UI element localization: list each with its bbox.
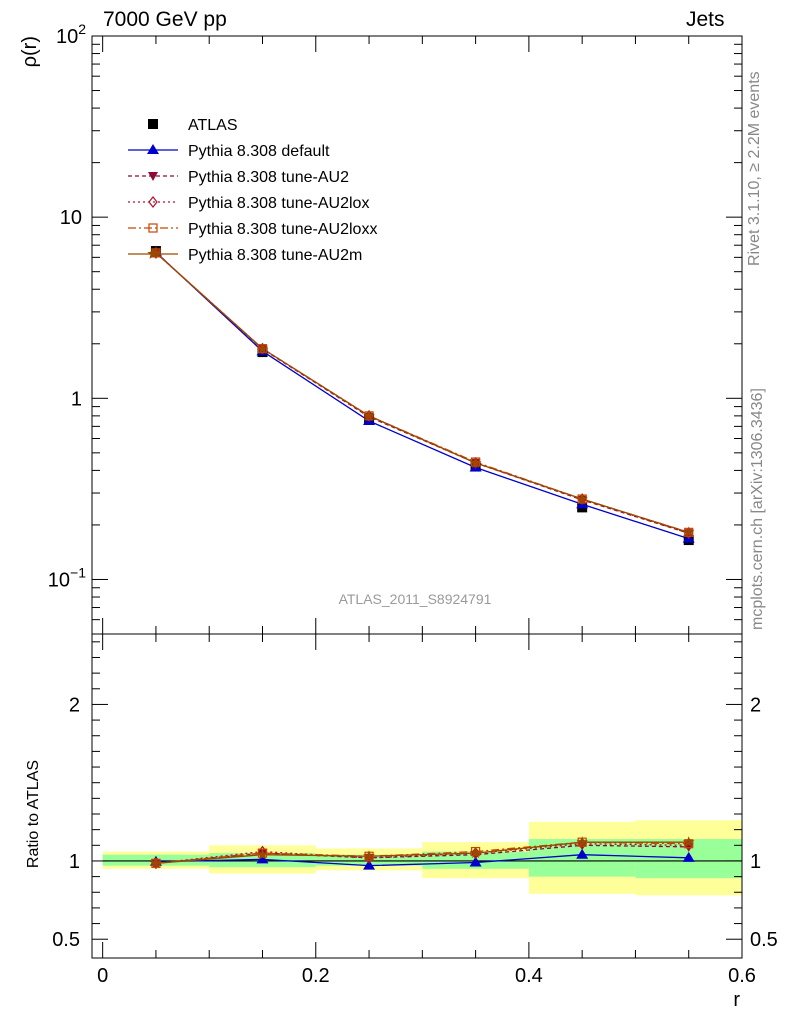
mc-point — [363, 409, 375, 421]
ratio-point — [256, 853, 269, 864]
series-line — [155, 252, 689, 533]
ratio-y-label: 0.5 — [52, 929, 80, 951]
ratio-point — [576, 848, 589, 859]
ratio-series-line — [155, 854, 689, 867]
legend-marker — [148, 172, 158, 181]
legend-label: Pythia 8.308 tune-AU2loxx — [188, 221, 377, 238]
legend-marker — [147, 248, 159, 259]
legend-label: Pythia 8.308 default — [188, 143, 330, 160]
header-left: 7000 GeV pp — [103, 8, 227, 31]
legend-marker — [147, 144, 159, 154]
ratio-point — [469, 856, 482, 867]
legend-marker — [148, 196, 158, 208]
ratio-y-label-right: 2 — [750, 694, 761, 716]
legend-label: Pythia 8.308 tune-AU2 — [188, 169, 349, 186]
y-tick-label: 1 — [71, 388, 82, 410]
ratio-point — [150, 857, 162, 869]
y-tick-label: 102 — [56, 21, 86, 48]
x-tick-label: 0.4 — [515, 965, 543, 987]
legend: ATLAS Pythia 8.308 default Pythia 8.308 tu… — [128, 117, 377, 264]
ratio-point — [682, 851, 695, 862]
y-tick-label: 10 — [60, 207, 82, 229]
ratio-y-label: 1 — [69, 851, 80, 873]
ratio-point — [363, 859, 376, 870]
ratio-point — [683, 836, 695, 847]
ratio-series-line — [155, 841, 689, 864]
legend-label: ATLAS — [188, 117, 238, 134]
legend-label: Pythia 8.308 tune-AU2m — [188, 247, 362, 264]
ratio-series-line — [155, 844, 689, 864]
x-tick-label: 0 — [97, 965, 108, 987]
series-line — [155, 251, 689, 540]
y-axis-label: ρ(r) — [19, 36, 41, 67]
mc-point — [469, 456, 482, 468]
ratio-frame — [91, 633, 743, 959]
series-line — [155, 252, 689, 534]
analysis-tag: ATLAS_2011_S8924791 — [339, 591, 492, 607]
mc-point — [576, 493, 588, 504]
ratio-point — [363, 850, 375, 862]
y-tick-label: 10−1 — [48, 564, 86, 591]
mc-point — [256, 342, 269, 354]
series-line — [155, 252, 689, 534]
ratio-y-axis-label: Ratio to ATLAS — [25, 760, 42, 868]
ratio-point — [256, 848, 269, 860]
ratio-point — [469, 847, 482, 858]
legend-label: Pythia 8.308 tune-AU2lox — [188, 195, 369, 212]
ratio-y-label-right: 1 — [750, 851, 761, 873]
ratio-panel: 0.5 0.5 1 1 2 2 0 0.2 0.4 0.6r Ratio to ATLAS — [25, 633, 778, 1011]
main-panel: 102 10 1 10−1 ρ(r) — [19, 21, 743, 635]
ratio-point — [576, 836, 588, 847]
series-line — [155, 252, 689, 533]
legend-marker — [148, 223, 158, 233]
legend-marker — [148, 119, 158, 129]
x-tick-label: 0.2 — [302, 965, 330, 987]
x-axis-label: r — [733, 989, 740, 1011]
mc-point — [683, 526, 695, 538]
ratio-series-line — [155, 843, 689, 864]
ratio-y-label-right: 0.5 — [750, 929, 778, 951]
header-right: Jets — [686, 8, 725, 31]
ratio-y-label: 2 — [69, 694, 80, 716]
x-tick-label: 0.6 — [728, 965, 756, 987]
